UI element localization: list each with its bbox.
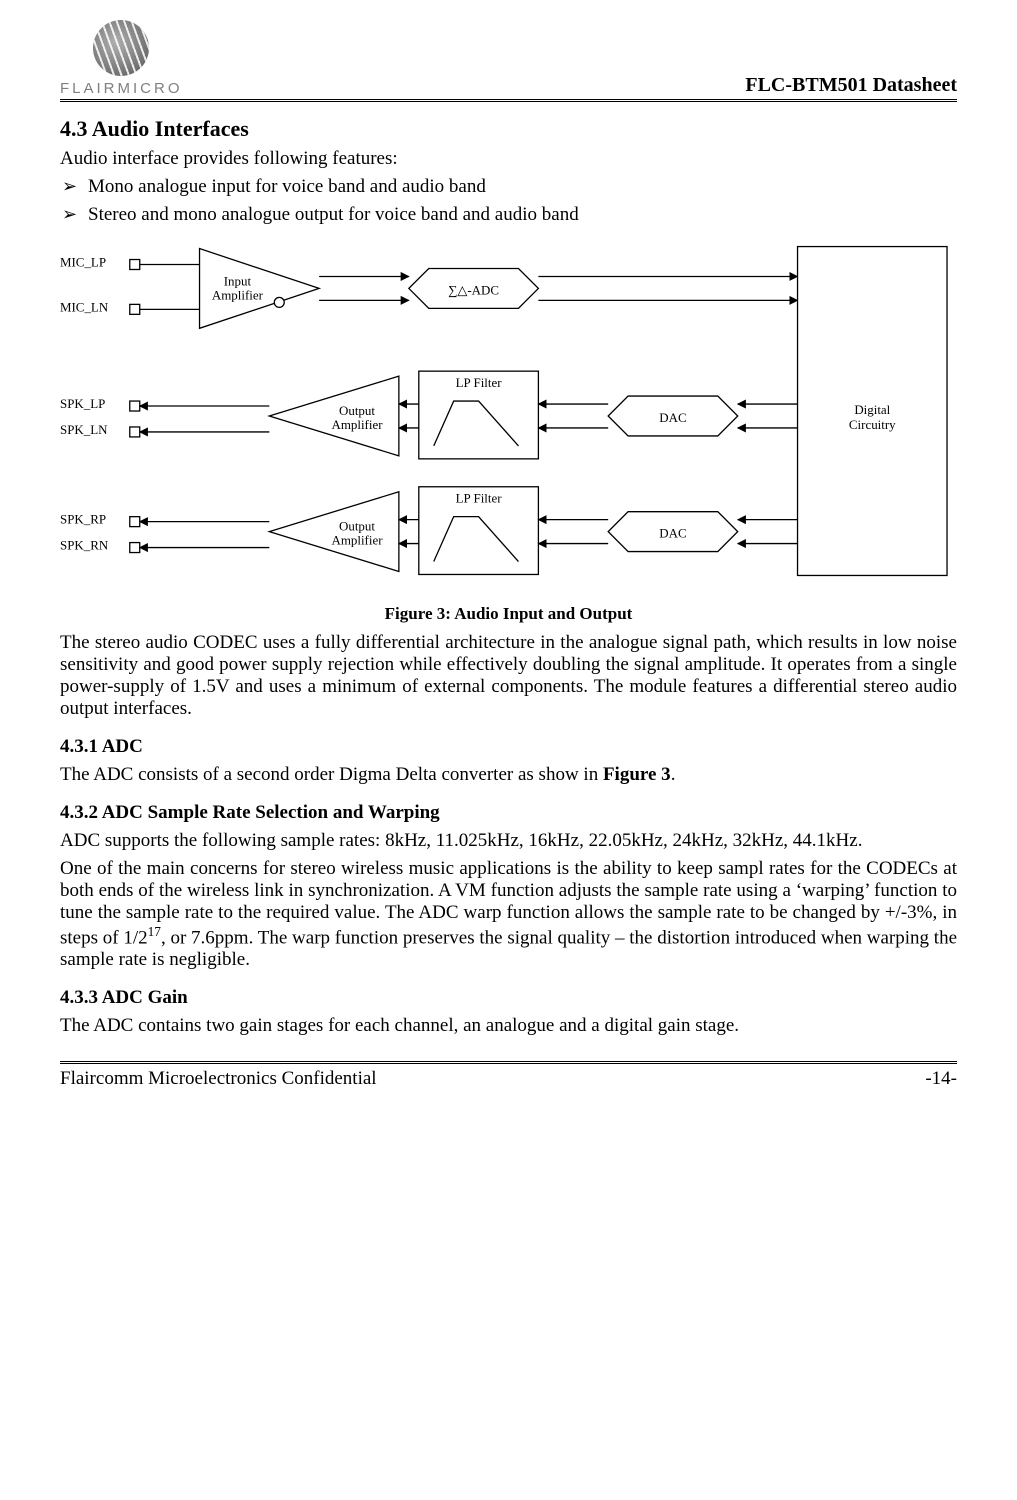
list-item: Mono analogue input for voice band and a… [88,176,957,198]
logo-icon [93,20,149,76]
footer-page-number: -14- [925,1068,957,1090]
svg-text:Output: Output [339,403,375,418]
svg-text:Amplifier: Amplifier [212,287,264,302]
section-heading: 4.3 Audio Interfaces [60,116,957,142]
document-title: FLC-BTM501 Datasheet [745,74,957,97]
subsection-heading: 4.3.2 ADC Sample Rate Selection and Warp… [60,802,957,824]
footer-left: Flaircomm Microelectronics Confidential [60,1068,377,1090]
page-header: FLAIRMICRO FLC-BTM501 Datasheet [60,20,957,102]
figure-caption: Figure 3: Audio Input and Output [60,604,957,624]
brand-name: FLAIRMICRO [60,80,183,97]
figure-ref: Figure 3 [603,764,671,785]
brand-logo: FLAIRMICRO [60,20,183,97]
text-fragment: . [671,764,676,785]
warp-paragraph-1: ADC supports the following sample rates:… [60,830,957,852]
text-fragment: , or 7.6ppm. The warp function preserves… [60,927,957,970]
pin-label: SPK_LP [60,396,105,411]
svg-text:Input: Input [224,273,252,288]
svg-text:Output: Output [339,519,375,534]
gain-paragraph: The ADC contains two gain stages for eac… [60,1015,957,1037]
svg-text:∑△-ADC: ∑△-ADC [448,282,499,297]
pin-label: SPK_RN [60,538,109,553]
warp-paragraph-2: One of the main concerns for stereo wire… [60,858,957,971]
svg-text:Amplifier: Amplifier [331,417,383,432]
list-item: Stereo and mono analogue output for voic… [88,204,957,226]
codec-paragraph: The stereo audio CODEC uses a fully diff… [60,632,957,720]
pin-label: MIC_LN [60,299,109,314]
adc-paragraph: The ADC consists of a second order Digma… [60,764,957,786]
svg-text:LP Filter: LP Filter [456,491,503,506]
text-fragment: The ADC consists of a second order Digma… [60,764,603,785]
page-footer: Flaircomm Microelectronics Confidential … [60,1061,957,1090]
superscript: 17 [148,924,161,939]
subsection-heading: 4.3.1 ADC [60,736,957,758]
feature-list: Mono analogue input for voice band and a… [60,176,957,226]
svg-text:DAC: DAC [659,410,686,425]
svg-text:DAC: DAC [659,526,686,541]
svg-text:Circuitry: Circuitry [849,417,896,432]
pin-label: MIC_LP [60,255,106,270]
svg-text:Amplifier: Amplifier [331,533,383,548]
pin-label: SPK_LN [60,422,108,437]
subsection-heading: 4.3.3 ADC Gain [60,987,957,1009]
svg-text:LP Filter: LP Filter [456,375,503,390]
pin-label: SPK_RP [60,512,106,527]
intro-text: Audio interface provides following featu… [60,148,957,170]
figure-3-diagram: MIC_LP MIC_LN SPK_LP SPK_LN SPK_RP SPK_R… [60,236,957,596]
svg-text:Digital: Digital [854,402,890,417]
